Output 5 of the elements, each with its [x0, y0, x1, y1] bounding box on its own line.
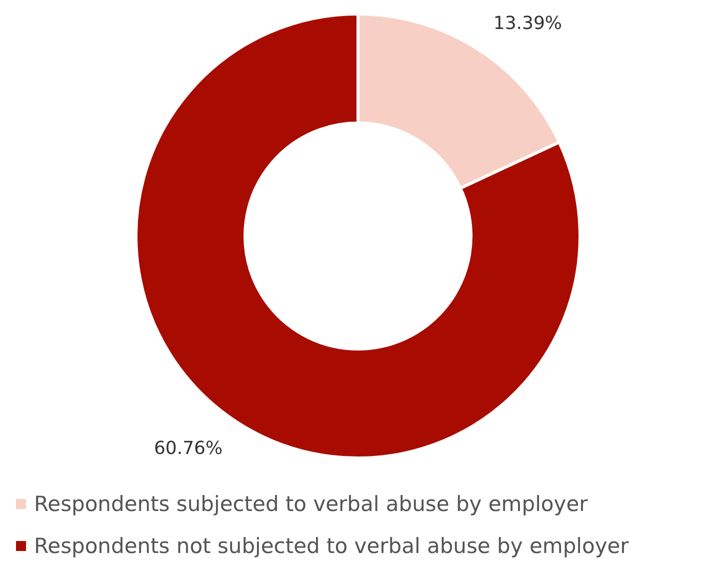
data-label: 60.76%	[154, 438, 223, 460]
data-label: 13.39%	[493, 12, 562, 34]
donut-slice	[134, 12, 582, 460]
legend-label: Respondents subjected to verbal abuse by employer	[34, 492, 588, 516]
legend-label: Respondents not subjected to verbal abuse by employer	[34, 534, 629, 558]
